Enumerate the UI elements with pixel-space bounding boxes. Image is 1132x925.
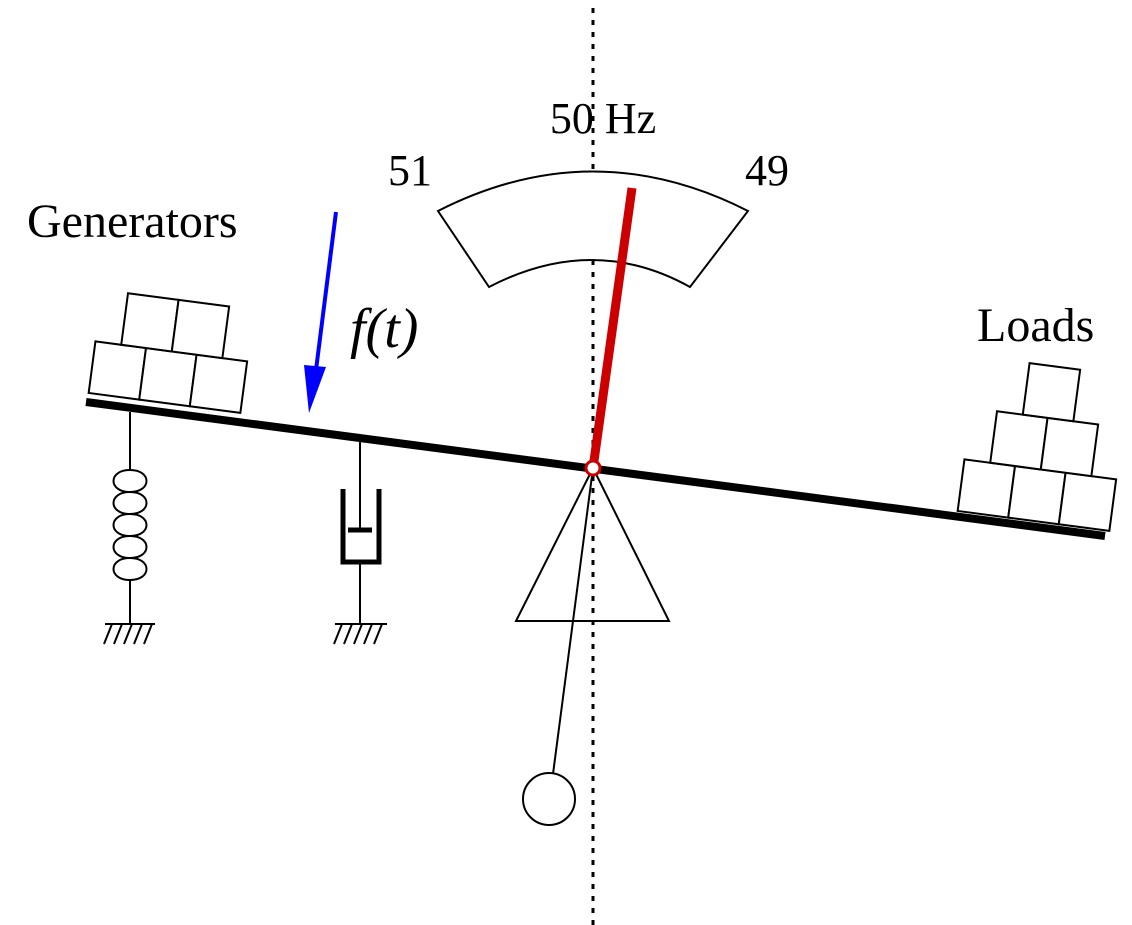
generator-blocks bbox=[87, 292, 249, 415]
pivot-point bbox=[584, 459, 602, 477]
force-arrow bbox=[304, 211, 338, 413]
pendulum-bob bbox=[522, 772, 576, 826]
generators-label: Generators bbox=[27, 195, 238, 248]
load-block bbox=[1007, 464, 1067, 526]
damper-ground bbox=[333, 623, 387, 645]
frequency-meter-scale bbox=[436, 170, 750, 289]
generator-block bbox=[188, 353, 249, 415]
generator-block bbox=[138, 346, 198, 408]
load-block bbox=[1039, 416, 1100, 478]
frequency-needle bbox=[588, 187, 637, 469]
generator-block bbox=[87, 340, 148, 401]
force-label: f(t) bbox=[350, 298, 418, 360]
frequency-center-label: 50 Hz bbox=[550, 94, 656, 143]
load-block bbox=[1021, 361, 1082, 423]
load-blocks bbox=[956, 361, 1118, 533]
fulcrum-triangle bbox=[514, 465, 671, 622]
generator-block bbox=[120, 292, 180, 353]
frequency-right-label: 49 bbox=[745, 146, 789, 195]
damper bbox=[340, 436, 382, 624]
load-block bbox=[989, 410, 1049, 471]
spring-ground bbox=[103, 623, 155, 645]
load-block bbox=[1057, 471, 1118, 533]
loads-label: Loads bbox=[977, 299, 1094, 352]
generator-block bbox=[170, 298, 231, 360]
spring bbox=[112, 412, 148, 624]
pendulum-rod bbox=[552, 467, 594, 775]
frequency-left-label: 51 bbox=[388, 146, 432, 195]
load-block bbox=[956, 458, 1017, 519]
